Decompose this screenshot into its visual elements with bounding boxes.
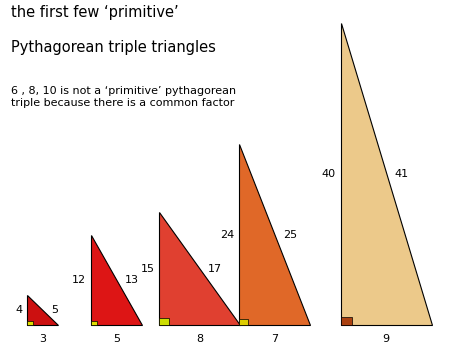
Text: 5: 5 xyxy=(113,334,120,344)
Text: 15: 15 xyxy=(140,264,155,274)
Text: 13: 13 xyxy=(125,275,139,285)
Text: 17: 17 xyxy=(208,264,222,274)
Text: 8: 8 xyxy=(196,334,203,344)
Text: 25: 25 xyxy=(283,230,297,240)
Text: the first few ‘primitive’: the first few ‘primitive’ xyxy=(11,5,178,20)
Text: 9: 9 xyxy=(383,334,390,344)
Text: 40: 40 xyxy=(322,169,336,179)
Text: 7: 7 xyxy=(271,334,278,344)
Bar xyxy=(341,317,352,326)
Text: 3: 3 xyxy=(39,334,46,344)
Text: 12: 12 xyxy=(72,275,86,285)
Polygon shape xyxy=(159,212,240,326)
Polygon shape xyxy=(27,295,58,326)
Polygon shape xyxy=(91,235,142,326)
Bar xyxy=(239,319,248,326)
Polygon shape xyxy=(341,22,432,326)
Text: 41: 41 xyxy=(395,169,409,179)
Text: 6 , 8, 10 is not a ‘primitive’ pythagorean
triple because there is a common fact: 6 , 8, 10 is not a ‘primitive’ pythagore… xyxy=(11,86,236,108)
Text: Pythagorean triple triangles: Pythagorean triple triangles xyxy=(11,40,216,55)
Bar xyxy=(91,321,97,326)
Text: 24: 24 xyxy=(220,230,235,240)
Text: 5: 5 xyxy=(51,305,58,315)
Polygon shape xyxy=(239,144,310,326)
Text: 4: 4 xyxy=(16,305,23,315)
Bar xyxy=(159,318,169,326)
Bar xyxy=(27,321,33,326)
